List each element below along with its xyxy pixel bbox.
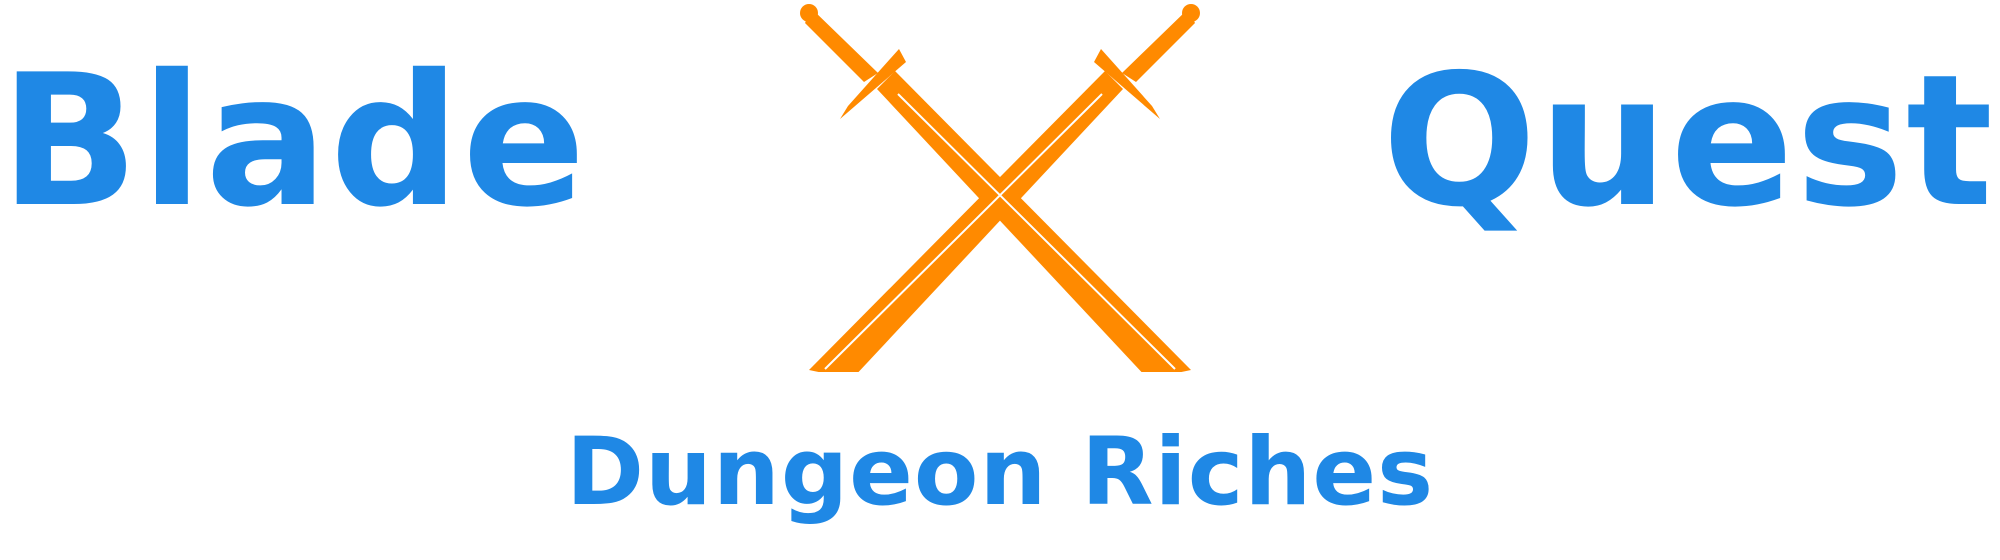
crossed-swords-icon	[800, 4, 1200, 372]
subtitle-dungeon-riches: Dungeon Riches	[565, 418, 1435, 527]
sword-right-highlight	[824, 93, 1103, 370]
title-blade: Blade	[0, 35, 588, 247]
title-quest: Quest	[1381, 35, 1995, 247]
sword-left-highlight	[897, 93, 1176, 370]
sword-right	[809, 4, 1200, 372]
sword-left	[800, 4, 1191, 372]
